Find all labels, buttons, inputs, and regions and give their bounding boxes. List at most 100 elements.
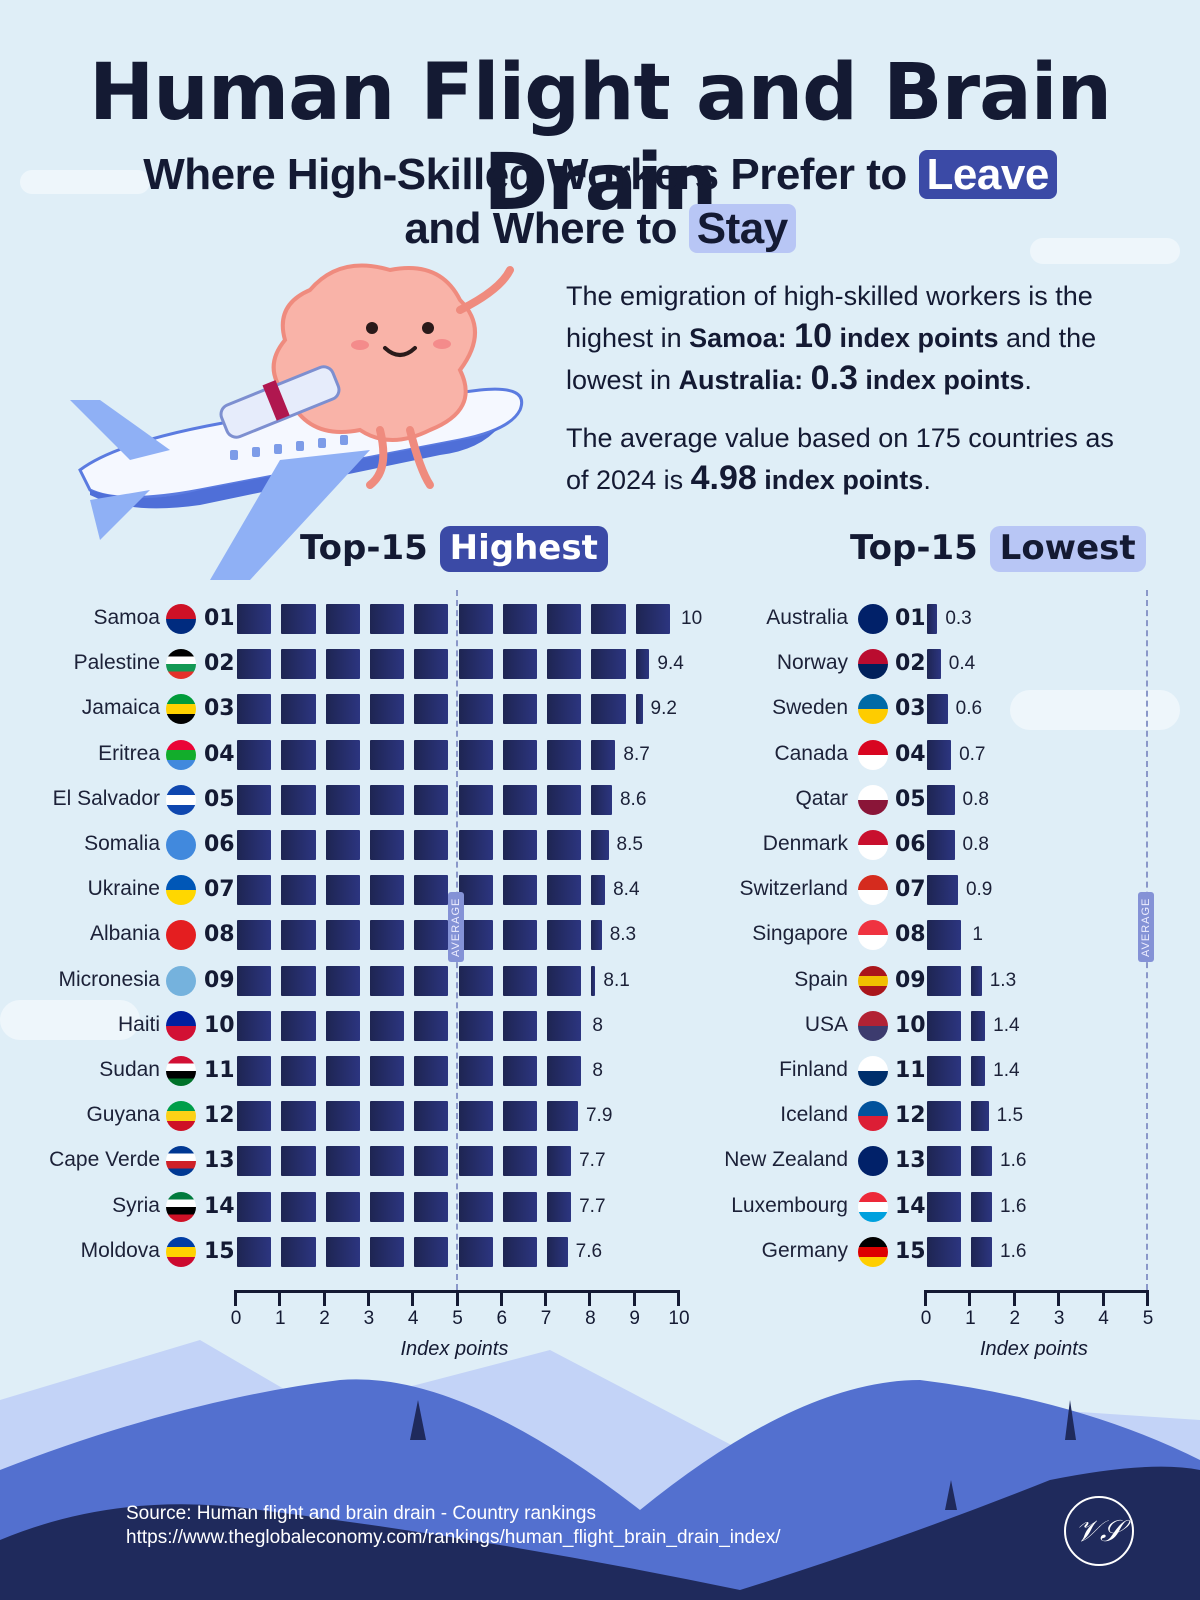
bar-segment [927,1146,962,1177]
section-title-lowest: Top-15 Lowest [850,526,1146,572]
bar-segment-partial [591,784,612,815]
flag-icon-samoa [166,604,196,634]
rank-number: 07 [204,877,235,903]
flag-icon-switzerland [858,875,888,906]
x-axis-tick [544,1290,548,1306]
value-label: 1.4 [993,1014,1020,1036]
value-label: 1.3 [989,969,1017,991]
flag-icon-denmark [858,830,888,860]
bar-segment-partial [635,649,650,680]
flag-icon-sudan [166,1056,196,1086]
x-axis-tick-label: 5 [1142,1308,1154,1329]
bar-segment-partial [591,920,602,951]
source-url[interactable]: https://www.theglobaleconomy.com/ranking… [126,1527,781,1548]
rank-number: 04 [895,741,926,767]
bar-segment-partial [591,875,606,906]
country-label: Eritrea [98,741,160,765]
country-label: Luxembourg [731,1193,848,1217]
intro-paragraph-average: The average value based on 175 countries… [566,423,1114,497]
bar-segment [458,1236,493,1267]
flag-icon-qatar [858,784,888,815]
intro-paragraph-extremes: The emigration of high-skilled workers i… [566,281,1097,397]
brand-logo: 𝒱𝒮 [1064,1496,1134,1566]
x-axis-tick [924,1290,927,1306]
x-axis-tick [411,1290,415,1306]
bar-segment [369,965,405,996]
bar-segment [547,604,582,634]
rank-number: 10 [895,1012,926,1038]
bar-segment [547,649,582,680]
value-label: 7.7 [579,1150,606,1172]
bar-segment-partial [971,1236,993,1267]
cloud-decoration [1010,690,1180,730]
bar-segment-partial [547,1191,572,1222]
x-axis-tick [968,1290,972,1306]
bar-segment [237,965,272,996]
bar-segment [927,920,962,951]
bar-segment [369,920,405,951]
brain-character-icon [219,263,514,489]
bar-segment [281,1191,316,1222]
value-label: 8 [592,1060,603,1081]
bar-segment [591,649,626,680]
bar-segment [502,604,538,634]
bar-segment [414,1010,449,1041]
bar-segment-partial [927,784,955,815]
x-axis-tick-label: 2 [319,1308,330,1329]
bar-segment [237,920,272,951]
bar-segment [281,604,316,634]
rank-number: 11 [895,1058,926,1083]
value-label: 1.6 [1000,1240,1027,1262]
flag-icon-sweden [858,694,888,725]
intro-text: The emigration of high-skilled workers i… [566,276,1126,500]
x-axis-tick [1146,1290,1149,1306]
flag-icon-micronesia [166,965,196,996]
country-label: Jamaica [81,696,160,720]
rank-number: 14 [204,1193,235,1219]
rank-number: 03 [895,696,926,722]
rank-number: 02 [895,651,926,677]
bar-segment [458,1056,493,1086]
rank-number: 06 [204,832,235,857]
bar-segment [547,1010,582,1041]
bar-segment [927,1101,962,1132]
bar-segment [369,830,405,860]
x-axis-tick [1057,1290,1061,1306]
cloud-decoration [0,1000,140,1040]
bar-segment [635,604,670,634]
country-label: Germany [761,1238,848,1262]
flag-icon-ukraine [166,875,196,906]
country-label: Somalia [84,832,160,855]
value-label: 1.6 [1000,1195,1027,1217]
flag-icon-finland [858,1056,888,1086]
source-credit: Source: Human flight and brain drain - C… [126,1502,780,1550]
bar-segment [325,1146,360,1177]
bar-segment [325,1056,360,1086]
value-label: 9.4 [657,653,684,675]
bar-segment [237,830,272,860]
x-axis-tick [322,1290,326,1306]
country-label: Iceland [780,1103,848,1127]
bar-segment [325,920,360,951]
value-label: 0.8 [962,788,989,810]
bar-segment [547,739,582,770]
bar-segment [414,784,449,815]
bar-segment [458,1101,493,1132]
rank-number: 07 [895,877,926,903]
rank-number: 04 [204,741,235,767]
country-label: Sweden [772,696,848,720]
bar-segment [325,604,360,634]
bar-segment [369,1146,405,1177]
rank-number: 08 [204,922,235,948]
country-label: USA [804,1012,848,1036]
bar-segment [591,694,626,725]
bar-segment [281,1010,316,1041]
bar-segment [369,604,405,634]
x-axis-tick-label: 0 [920,1308,932,1329]
bar-segment [237,1056,272,1086]
bar-segment [502,1146,538,1177]
country-label: Norway [776,651,848,675]
section-title-highest: Top-15 Highest [300,526,608,572]
bar-segment [325,1236,360,1267]
bar-segment [414,875,449,906]
